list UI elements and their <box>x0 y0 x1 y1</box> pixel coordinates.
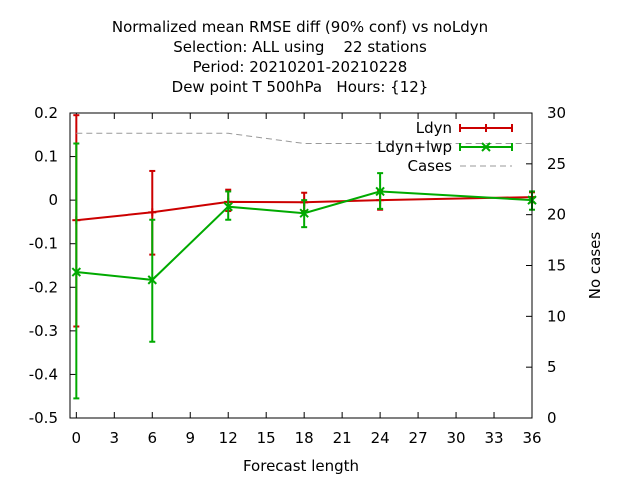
data-point <box>299 208 309 218</box>
x-axis-label: Forecast length <box>243 457 359 475</box>
data-point <box>148 208 157 217</box>
x-tick-label: 0 <box>72 429 82 447</box>
plot-frame <box>69 112 533 419</box>
legend-label: Cases <box>407 157 452 175</box>
series-ldyn-lwp <box>71 142 537 400</box>
x-tick-label: 12 <box>219 429 238 447</box>
data-point <box>375 186 385 197</box>
x-tick-label: 18 <box>295 429 314 447</box>
data-point <box>223 201 233 212</box>
y-tick-label: -0.1 <box>29 235 58 253</box>
x-tick-label: 6 <box>148 429 158 447</box>
chart-title: Normalized mean RMSE diff (90% conf) vs … <box>112 18 488 96</box>
y-tick-label: -0.5 <box>29 409 58 427</box>
y-tick-label: -0.4 <box>29 365 58 383</box>
y2-tick-label: 0 <box>547 409 557 427</box>
y2-tick-label: 20 <box>547 206 566 224</box>
title-line-1: Normalized mean RMSE diff (90% conf) vs … <box>112 18 488 36</box>
series-layer <box>71 114 537 400</box>
title-line-3: Period: 20210201-20210228 <box>193 58 408 76</box>
y-tick-label: -0.2 <box>29 278 58 296</box>
x-tick-label: 27 <box>409 429 428 447</box>
legend-marker <box>481 142 491 152</box>
y2-tick-label: 15 <box>547 257 566 275</box>
series-line <box>76 132 532 144</box>
axis-ticks: 0 3 6 9 12 15 18 21 24 27 30 33 360.20.10-0.1-0.2-0.… <box>29 104 566 447</box>
legend-label: Ldyn <box>416 119 452 137</box>
series-cases <box>76 132 532 144</box>
data-point <box>147 275 157 285</box>
x-tick-label: 24 <box>371 429 390 447</box>
legend-label: Ldyn+lwp <box>377 138 452 156</box>
x-tick-label: 36 <box>522 429 541 447</box>
y2-tick-label: 10 <box>547 307 566 325</box>
y2-tick-label: 30 <box>547 104 566 122</box>
data-point <box>71 267 82 277</box>
x-tick-label: 9 <box>185 429 195 447</box>
x-tick-label: 33 <box>484 429 503 447</box>
x-tick-label: 30 <box>447 429 466 447</box>
title-line-4: Dew point T 500hPa Hours: {12} <box>172 78 429 96</box>
x-tick-label: 3 <box>110 429 120 447</box>
title-line-2: Selection: ALL using 22 stations <box>173 38 427 56</box>
x-tick-label: 21 <box>333 429 352 447</box>
y-tick-label: 0.2 <box>34 104 58 122</box>
y2-tick-label: 5 <box>547 358 557 376</box>
y2-tick-label: 25 <box>547 155 566 173</box>
series-line <box>76 196 533 222</box>
y-tick-label: -0.3 <box>29 322 58 340</box>
x-tick-label: 15 <box>257 429 276 447</box>
y2-axis-label: No cases <box>586 232 604 300</box>
y-tick-label: 0 <box>48 191 58 209</box>
series-line <box>76 190 533 281</box>
y-tick-label: 0.1 <box>34 148 58 166</box>
